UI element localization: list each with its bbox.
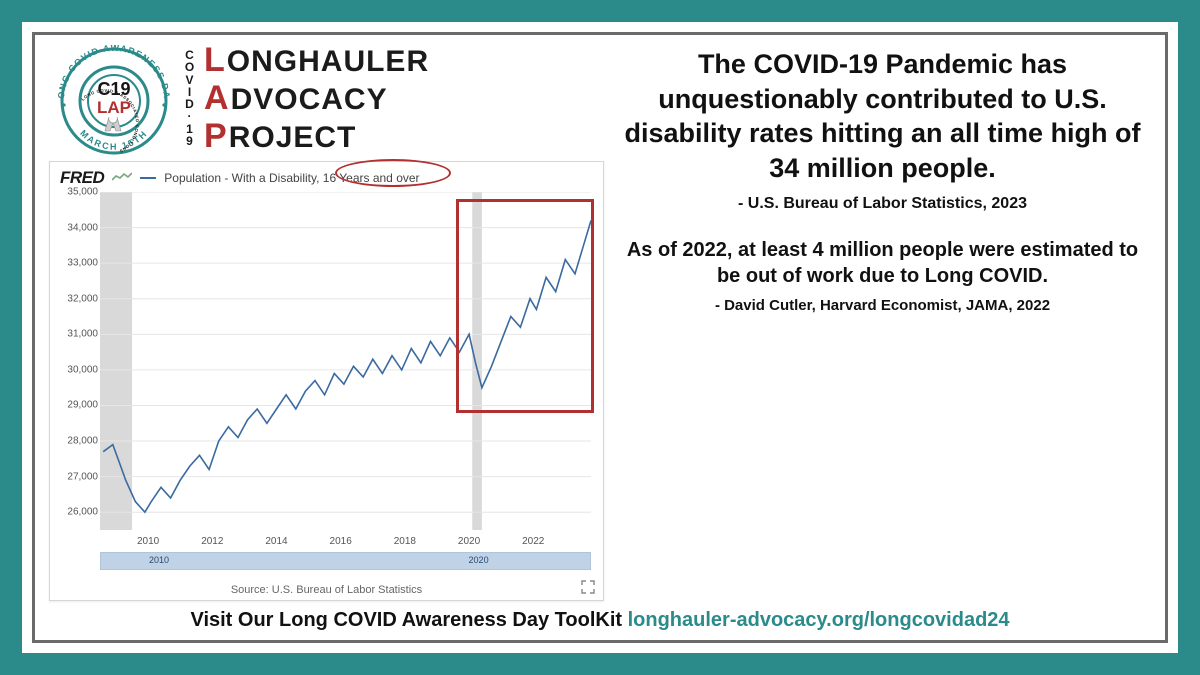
left-column: LONG COVID AWARENESS DAY MARCH 15TH LONG… [49, 45, 604, 601]
x-axis-ticks: 2010201220142016201820202022 [100, 536, 591, 550]
date-brush-track[interactable]: 20102020 [100, 552, 591, 570]
outer-teal-frame: LONG COVID AWARENESS DAY MARCH 15TH LONG… [0, 0, 1200, 675]
headline-text: The COVID-19 Pandemic has unquestionably… [620, 47, 1145, 185]
badge-center-top: C19 [97, 79, 130, 99]
badge-center-bottom: LAP [97, 98, 131, 117]
footer-lead-text: Visit Our Long COVID Awareness Day ToolK… [190, 609, 627, 631]
chart-source-text: Source: U.S. Bureau of Labor Statistics [231, 584, 422, 596]
sub-stat-text: As of 2022, at least 4 million people we… [620, 237, 1145, 289]
awareness-day-badge: LONG COVID AWARENESS DAY MARCH 15TH LONG… [49, 45, 179, 157]
chart-source-footer: Source: U.S. Bureau of Labor Statistics [50, 584, 603, 596]
project-title: LONGHAULERADVOCACYPROJECT [200, 45, 429, 151]
fred-sparkline-icon [112, 171, 132, 186]
chart-header: FRED Population - With a Disability, 16 … [50, 162, 603, 188]
upper-columns: LONG COVID AWARENESS DAY MARCH 15TH LONG… [49, 45, 1151, 601]
inner-grey-frame: LONG COVID AWARENESS DAY MARCH 15TH LONG… [32, 32, 1168, 643]
fred-chart-card: FRED Population - With a Disability, 16 … [49, 161, 604, 601]
y-axis-ticks: 26,00027,00028,00029,00030,00031,00032,0… [62, 192, 100, 530]
footer-url[interactable]: longhauler-advocacy.org/longcovidad24 [628, 609, 1010, 631]
vertical-covid19-label: COVID·19 [183, 45, 196, 147]
legend-line-segment [140, 177, 156, 179]
footer-cta: Visit Our Long COVID Awareness Day ToolK… [49, 601, 1151, 634]
header-row: LONG COVID AWARENESS DAY MARCH 15TH LONG… [49, 45, 604, 157]
fred-logo: FRED [60, 168, 104, 188]
sub-stat-citation: - David Cutler, Harvard Economist, JAMA,… [715, 297, 1050, 314]
title-line: ADVOCACY [204, 79, 429, 117]
plot-area [100, 192, 591, 530]
title-line: PROJECT [204, 117, 429, 155]
title-line: LONGHAULER [204, 41, 429, 79]
expand-icon[interactable] [581, 580, 595, 594]
right-column: The COVID-19 Pandemic has unquestionably… [614, 45, 1151, 601]
red-rect-annotation [456, 199, 594, 412]
headline-citation: - U.S. Bureau of Labor Statistics, 2023 [738, 195, 1027, 213]
red-circle-annotation [335, 159, 451, 187]
